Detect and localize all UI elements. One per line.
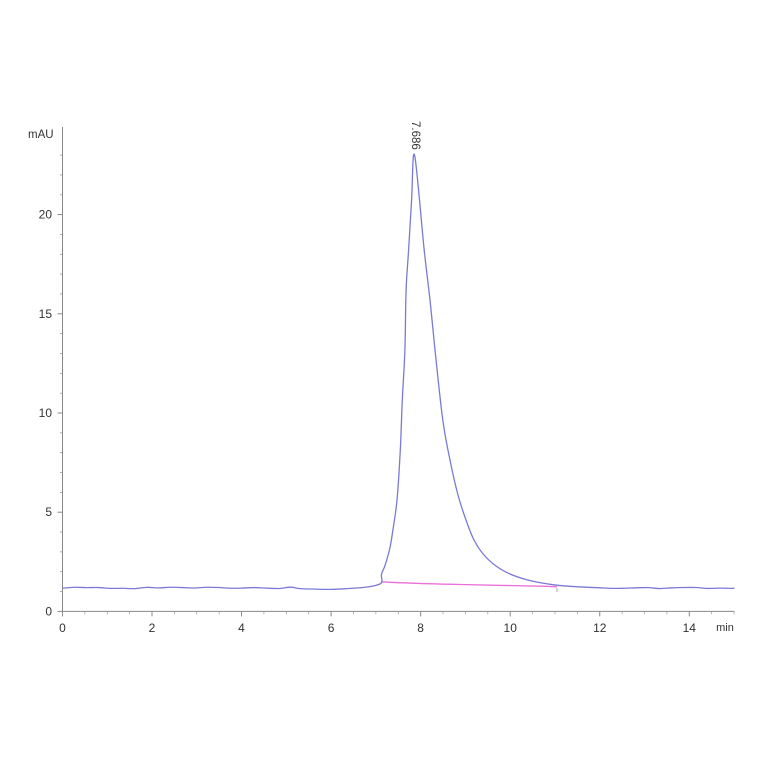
svg-text:8: 8 — [417, 621, 424, 635]
svg-text:10: 10 — [504, 621, 518, 635]
svg-text:5: 5 — [45, 505, 52, 519]
svg-text:4: 4 — [238, 621, 245, 635]
svg-text:12: 12 — [593, 621, 607, 635]
svg-text:10: 10 — [39, 406, 53, 420]
svg-text:mAU: mAU — [28, 129, 54, 141]
svg-text:6: 6 — [328, 621, 335, 635]
svg-text:2: 2 — [149, 621, 156, 635]
svg-text:0: 0 — [59, 621, 66, 635]
svg-text:20: 20 — [39, 208, 53, 222]
svg-text:7.686: 7.686 — [409, 121, 421, 150]
svg-text:0: 0 — [45, 604, 52, 618]
svg-text:15: 15 — [39, 307, 53, 321]
svg-text:min: min — [716, 622, 734, 634]
svg-text:14: 14 — [683, 621, 697, 635]
